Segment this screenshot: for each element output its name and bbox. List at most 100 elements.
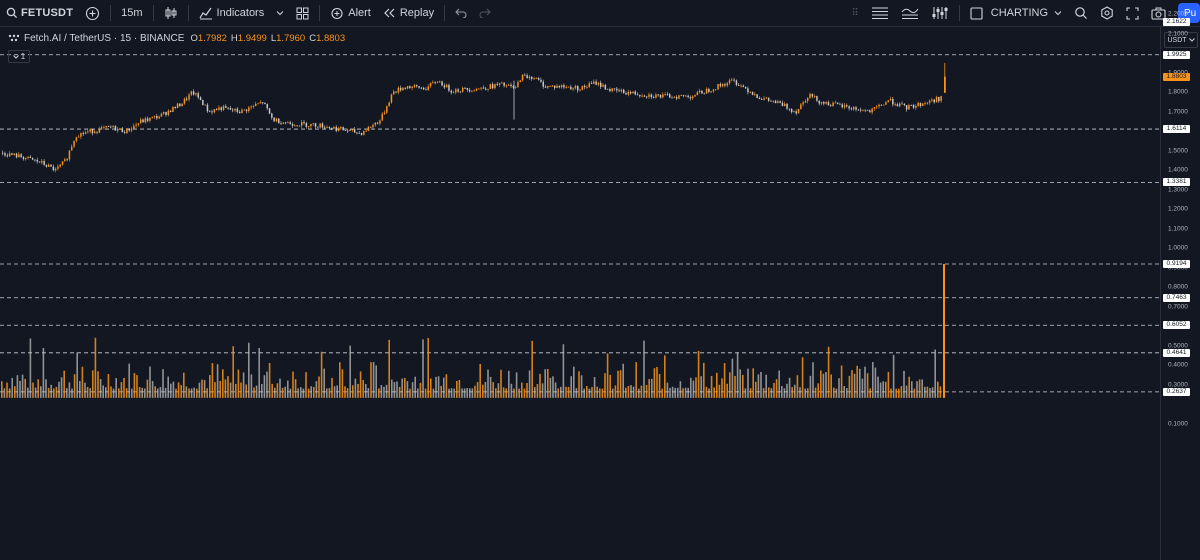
volume-bar bbox=[281, 387, 284, 398]
volume-bar bbox=[84, 382, 86, 398]
candle-body bbox=[436, 82, 439, 84]
candle-body bbox=[457, 89, 459, 92]
candle-body bbox=[494, 84, 496, 89]
volume-bar bbox=[921, 379, 923, 398]
open-value: 1.7982 bbox=[197, 33, 227, 44]
candle-body bbox=[687, 95, 689, 98]
candle-body bbox=[238, 111, 241, 114]
volume-bar bbox=[53, 388, 55, 398]
volume-bar bbox=[11, 377, 13, 398]
legend-collapse-button[interactable]: 1 bbox=[8, 50, 30, 63]
replay-button[interactable]: Replay bbox=[377, 0, 440, 26]
candle-body bbox=[11, 153, 13, 155]
candle-body bbox=[717, 84, 719, 90]
indicators-button[interactable]: Indicators bbox=[193, 0, 271, 26]
settings-sliders-button[interactable] bbox=[925, 0, 955, 26]
volume-bar bbox=[66, 388, 68, 398]
chart-type-button[interactable] bbox=[158, 0, 184, 26]
candle-body bbox=[317, 126, 319, 128]
candle-body bbox=[57, 166, 59, 169]
volume-bar bbox=[177, 382, 180, 398]
templates-button[interactable] bbox=[290, 0, 315, 26]
settings-button[interactable] bbox=[1094, 0, 1120, 26]
candle-body bbox=[363, 131, 365, 135]
fullscreen-button[interactable] bbox=[1120, 0, 1145, 26]
volume-bar bbox=[144, 388, 146, 398]
candle-body bbox=[441, 81, 443, 86]
chart-legend: Fetch.AI / TetherUS · 15 · BINANCE O1.79… bbox=[8, 33, 345, 44]
candle-body bbox=[853, 107, 855, 110]
volume-bar bbox=[151, 381, 154, 398]
currency-select[interactable]: USDT bbox=[1164, 32, 1198, 48]
candle-body bbox=[731, 79, 733, 81]
candle-body bbox=[243, 109, 245, 111]
candle-body bbox=[464, 87, 466, 89]
snapshot-button[interactable] bbox=[1145, 0, 1172, 26]
compare-add-button[interactable] bbox=[79, 0, 106, 26]
fetch-ai-logo-icon bbox=[8, 34, 20, 41]
volume-bar bbox=[586, 385, 588, 398]
volume-bar bbox=[328, 388, 331, 398]
candle-body bbox=[804, 100, 807, 103]
volume-bar bbox=[287, 380, 289, 398]
candle-body bbox=[236, 108, 239, 112]
volume-bar bbox=[198, 382, 201, 398]
candle-body bbox=[788, 108, 791, 110]
object-tree-button[interactable] bbox=[865, 0, 895, 26]
volume-bar bbox=[827, 346, 830, 398]
search-icon bbox=[6, 7, 18, 19]
candle-body bbox=[406, 86, 409, 89]
undo-button[interactable] bbox=[449, 0, 473, 26]
redo-button[interactable] bbox=[473, 0, 497, 26]
volume-bar bbox=[911, 381, 913, 398]
candle-body bbox=[726, 83, 728, 86]
volume-bar bbox=[755, 381, 757, 398]
candle-body bbox=[632, 91, 634, 94]
level-price-label: 0.9194 bbox=[1163, 260, 1190, 269]
volume-bar bbox=[635, 362, 637, 398]
volume-bar bbox=[560, 386, 562, 398]
volume-bar bbox=[580, 375, 583, 398]
candle-body bbox=[347, 130, 349, 132]
volume-bar bbox=[232, 346, 234, 398]
interval-button[interactable]: 15m bbox=[115, 0, 148, 26]
candle-body bbox=[926, 102, 929, 104]
symbol-search-button[interactable]: FETUSDT bbox=[0, 0, 79, 26]
alert-button[interactable]: Alert bbox=[324, 0, 377, 26]
candle-body bbox=[841, 104, 843, 108]
price-chart[interactable] bbox=[0, 27, 1160, 560]
candle-body bbox=[358, 132, 360, 134]
divider bbox=[110, 5, 112, 21]
volume-bar bbox=[430, 378, 432, 398]
candle-body bbox=[284, 122, 287, 124]
volume-bar bbox=[502, 387, 505, 398]
price-axis[interactable] bbox=[1160, 27, 1200, 560]
candle-body bbox=[66, 159, 68, 161]
volume-bar bbox=[838, 378, 840, 398]
legend-title[interactable]: Fetch.AI / TetherUS · 15 · BINANCE bbox=[24, 33, 185, 44]
candle-body bbox=[498, 83, 501, 85]
candle-body bbox=[721, 84, 724, 87]
candle-body bbox=[287, 122, 289, 124]
candle-body bbox=[110, 126, 112, 128]
candle-body bbox=[478, 88, 480, 90]
volume-bar bbox=[229, 382, 232, 398]
data-window-button[interactable] bbox=[895, 0, 925, 26]
quick-search-button[interactable] bbox=[1068, 0, 1094, 26]
candle-body bbox=[646, 96, 648, 98]
candle-body bbox=[583, 85, 586, 88]
candle-body bbox=[570, 86, 572, 90]
redo-icon bbox=[479, 8, 491, 18]
price-axis-tick: 0.1000 bbox=[1168, 420, 1188, 428]
candle-body bbox=[163, 112, 165, 114]
candle-body bbox=[680, 95, 682, 96]
chevron-down-icon bbox=[1054, 11, 1062, 16]
symbol-label: FETUSDT bbox=[21, 7, 74, 19]
gear-icon bbox=[1101, 6, 1113, 20]
indicators-dropdown[interactable] bbox=[270, 0, 290, 26]
volume-bar bbox=[42, 347, 45, 398]
candle-body bbox=[611, 88, 613, 92]
layout-select[interactable]: CHARTING bbox=[964, 0, 1068, 26]
volume-bar bbox=[619, 370, 622, 398]
drag-handle[interactable]: ⠿ bbox=[851, 7, 859, 19]
